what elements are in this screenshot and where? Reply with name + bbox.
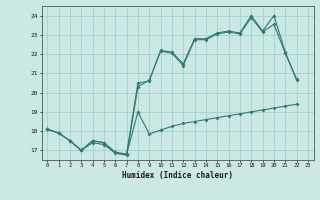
X-axis label: Humidex (Indice chaleur): Humidex (Indice chaleur) [122, 171, 233, 180]
